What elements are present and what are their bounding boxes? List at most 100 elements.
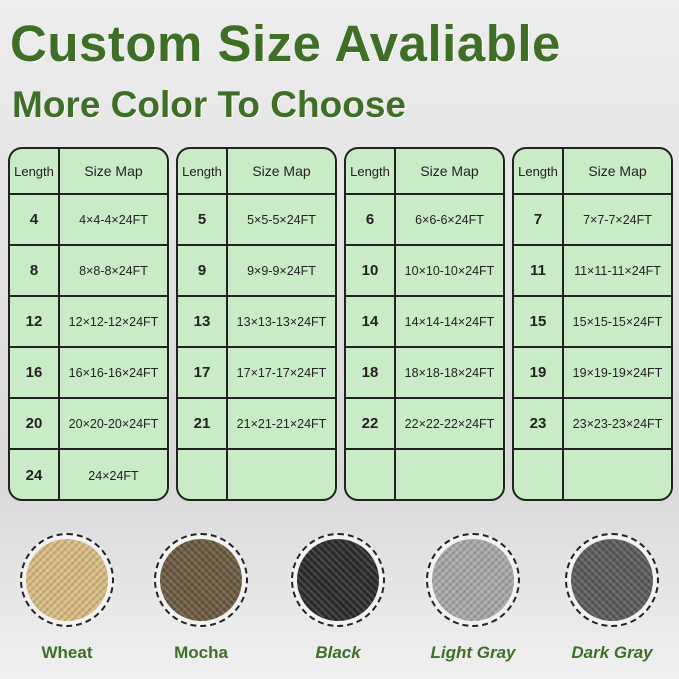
length-cell: 17: [178, 348, 228, 397]
size-table: Length Size Map 5 5×5-5×24FT 9 9×9-9×24FT 13 13…: [176, 147, 337, 501]
color-label: Mocha: [174, 643, 228, 662]
size-map-cell: 23×23-23×24FT: [572, 416, 663, 431]
length-cell: 15: [514, 297, 564, 346]
length-cell: 22: [346, 399, 396, 448]
length-cell: 24: [10, 450, 60, 499]
size-map-cell: [396, 450, 503, 499]
table-row: 5 5×5-5×24FT: [178, 195, 335, 246]
table-row: 23 23×23-23×24FT: [514, 399, 671, 450]
size-map-cell: 14×14-14×24FT: [404, 314, 495, 329]
color-label: Black: [315, 643, 361, 662]
size-table: Length Size Map 7 7×7-7×24FT 11 11×11-11×24FT…: [512, 147, 673, 501]
length-header: Length: [178, 149, 228, 193]
length-cell: 13: [178, 297, 228, 346]
length-cell: 11: [514, 246, 564, 295]
length-cell: 14: [346, 297, 396, 346]
table-header: Length Size Map: [346, 149, 503, 195]
color-label: Dark Gray: [571, 643, 653, 662]
table-header: Length Size Map: [10, 149, 167, 195]
length-cell: 12: [10, 297, 60, 346]
size-map-cell: 18×18-18×24FT: [404, 365, 495, 380]
size-map-header: Size Map: [588, 163, 647, 179]
table-row: 13 13×13-13×24FT: [178, 297, 335, 348]
length-cell: 7: [514, 195, 564, 244]
table-row: 19 19×19-19×24FT: [514, 348, 671, 399]
table-row: 8 8×8-8×24FT: [10, 246, 167, 297]
length-cell: 6: [346, 195, 396, 244]
size-table: Length Size Map 6 6×6-6×24FT 10 10×10-10×24FT…: [344, 147, 505, 501]
size-map-cell: 22×22-22×24FT: [404, 416, 495, 431]
length-cell: 21: [178, 399, 228, 448]
size-map-header: Size Map: [252, 163, 311, 179]
color-swatch-mocha: [154, 533, 248, 627]
table-row: 7 7×7-7×24FT: [514, 195, 671, 246]
size-map-cell: 16×16-16×24FT: [68, 365, 159, 380]
size-map-cell: [228, 450, 335, 499]
table-header: Length Size Map: [178, 149, 335, 195]
size-map-cell: 15×15-15×24FT: [572, 314, 663, 329]
table-row: 24 24×24FT: [10, 450, 167, 499]
table-row: 6 6×6-6×24FT: [346, 195, 503, 246]
table-row: [514, 450, 671, 499]
fabric-texture: [432, 539, 514, 621]
length-cell: 8: [10, 246, 60, 295]
fabric-texture: [26, 539, 108, 621]
fabric-texture: [571, 539, 653, 621]
size-map-cell: 19×19-19×24FT: [572, 365, 663, 380]
size-map-cell: 12×12-12×24FT: [68, 314, 159, 329]
size-map-cell: 8×8-8×24FT: [79, 263, 148, 278]
length-cell: 5: [178, 195, 228, 244]
size-map-cell: 17×17-17×24FT: [236, 365, 327, 380]
table-row: 17 17×17-17×24FT: [178, 348, 335, 399]
size-map-cell: 11×11-11×24FT: [574, 263, 661, 278]
size-map-header: Size Map: [420, 163, 479, 179]
fabric-texture: [160, 539, 242, 621]
table-row: 4 4×4-4×24FT: [10, 195, 167, 246]
length-cell: 9: [178, 246, 228, 295]
table-row: 14 14×14-14×24FT: [346, 297, 503, 348]
table-row: 22 22×22-22×24FT: [346, 399, 503, 450]
fabric-texture: [297, 539, 379, 621]
size-map-header: Size Map: [84, 163, 143, 179]
headline: Custom Size Avaliable: [10, 15, 561, 72]
size-map-cell: 21×21-21×24FT: [236, 416, 327, 431]
length-cell: 4: [10, 195, 60, 244]
size-table: Length Size Map 4 4×4-4×24FT 8 8×8-8×24FT 12 12…: [8, 147, 169, 501]
color-label: Wheat: [41, 643, 93, 662]
table-row: 12 12×12-12×24FT: [10, 297, 167, 348]
subheadline: More Color To Choose: [12, 84, 406, 125]
table-row: [346, 450, 503, 499]
length-cell: 10: [346, 246, 396, 295]
size-map-cell: 9×9-9×24FT: [247, 263, 316, 278]
color-swatch-black: [291, 533, 385, 627]
color-swatch-light-gray: [426, 533, 520, 627]
table-row: 18 18×18-18×24FT: [346, 348, 503, 399]
size-map-cell: 4×4-4×24FT: [79, 212, 148, 227]
length-cell: [346, 450, 396, 499]
size-map-cell: [564, 450, 671, 499]
length-cell: 16: [10, 348, 60, 397]
table-row: 16 16×16-16×24FT: [10, 348, 167, 399]
length-cell: 23: [514, 399, 564, 448]
size-map-cell: 7×7-7×24FT: [583, 212, 652, 227]
color-swatch-wheat: [20, 533, 114, 627]
size-map-cell: 10×10-10×24FT: [404, 263, 495, 278]
length-cell: 20: [10, 399, 60, 448]
length-cell: 18: [346, 348, 396, 397]
size-map-cell: 20×20-20×24FT: [68, 416, 159, 431]
table-row: 11 11×11-11×24FT: [514, 246, 671, 297]
table-row: [178, 450, 335, 499]
size-map-cell: 13×13-13×24FT: [236, 314, 327, 329]
length-header: Length: [514, 149, 564, 193]
table-row: 20 20×20-20×24FT: [10, 399, 167, 450]
length-cell: [514, 450, 564, 499]
size-map-cell: 24×24FT: [88, 468, 139, 483]
size-map-cell: 5×5-5×24FT: [247, 212, 316, 227]
table-row: 15 15×15-15×24FT: [514, 297, 671, 348]
length-cell: 19: [514, 348, 564, 397]
length-header: Length: [346, 149, 396, 193]
table-row: 9 9×9-9×24FT: [178, 246, 335, 297]
color-label: Light Gray: [430, 643, 516, 662]
length-cell: [178, 450, 228, 499]
table-header: Length Size Map: [514, 149, 671, 195]
